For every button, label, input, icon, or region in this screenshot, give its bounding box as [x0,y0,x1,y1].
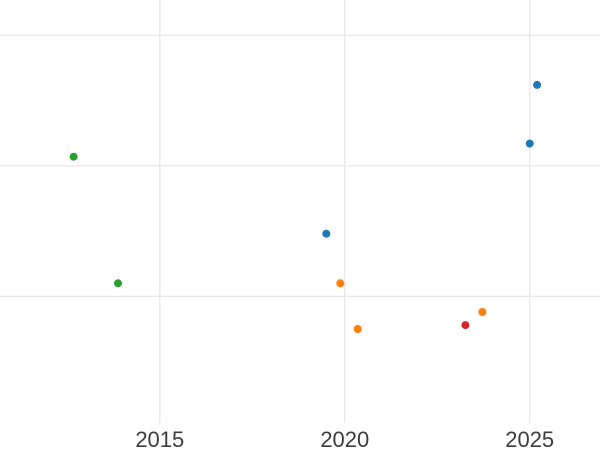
data-point-orange [478,308,487,316]
data-point-blue [525,139,534,148]
data-point-orange [353,325,362,333]
x-tick-label: 2015 [135,427,184,450]
data-point-green [69,152,78,161]
data-point-orange [336,279,345,288]
x-tick-label: 2025 [505,427,554,450]
data-point-blue [533,80,542,89]
data-point-blue [322,229,331,238]
data-point-green [114,279,122,288]
data-point-red [461,321,470,330]
x-tick-label: 2020 [320,427,369,450]
